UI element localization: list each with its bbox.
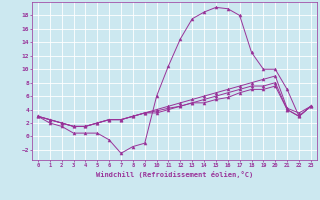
X-axis label: Windchill (Refroidissement éolien,°C): Windchill (Refroidissement éolien,°C)	[96, 171, 253, 178]
